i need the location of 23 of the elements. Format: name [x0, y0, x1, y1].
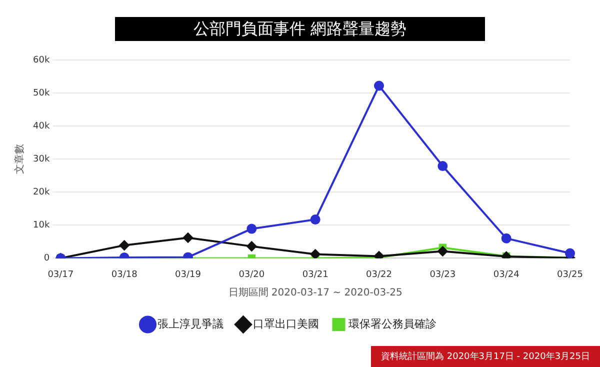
y-tick-label: 60k [32, 55, 50, 66]
y-tick-label: 40k [32, 121, 50, 132]
y-tick-label: 10k [32, 220, 50, 231]
x-tick-label: 03/17 [48, 270, 74, 280]
y-tick-label: 0 [44, 254, 50, 264]
chart-title: 公部門負面事件 網路聲量趨勢 [115, 17, 485, 41]
x-tick-label: 03/18 [111, 270, 138, 280]
x-tick-label: 03/24 [493, 270, 520, 280]
x-tick-label: 03/20 [238, 270, 265, 280]
y-tick-label: 30k [32, 154, 50, 164]
y-tick-label: 50k [32, 88, 50, 98]
x-axis-title: 日期區間 2020-03-17 ~ 2020-03-25 [228, 286, 402, 299]
text: 資料統計區間為 2020年3月17日 - 2020年3月25日 [371, 346, 600, 367]
legend-label: 環保署公務員確診 [348, 317, 436, 330]
legend-label: 口罩出口美國 [252, 317, 319, 330]
y-axis-title: 文章數 [14, 144, 26, 174]
legend-label: 張上淳見爭議 [157, 317, 224, 330]
x-tick-label: 03/23 [430, 270, 456, 280]
x-tick-label: 03/21 [302, 270, 328, 280]
x-tick-label: 03/25 [557, 270, 583, 280]
y-tick-label: 20k [32, 187, 50, 198]
x-tick-label: 03/22 [366, 270, 392, 280]
x-tick-label: 03/19 [175, 270, 202, 280]
